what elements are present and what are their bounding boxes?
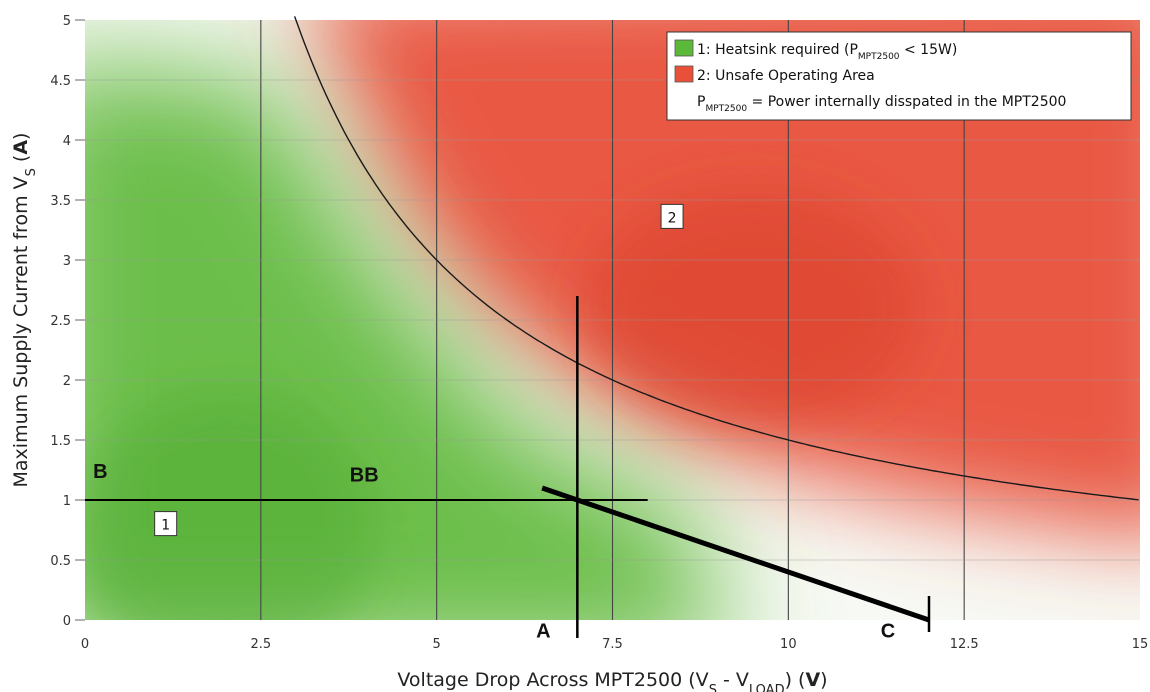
y-tick-label: 4.5 (50, 74, 71, 89)
series-layer (293, 16, 1139, 623)
y-axis-title: Maximum Supply Current from VS (A) (10, 133, 39, 488)
legend-swatch-1 (674, 39, 694, 57)
region-labels: 12 (154, 203, 684, 537)
region-2-label: 2 (668, 210, 677, 226)
y-tick-label: 3 (63, 254, 71, 269)
y-tick-label: 5 (63, 14, 71, 29)
boundary-curve (293, 16, 1139, 501)
x-axis-ticks: 0 2.5 5 7.5 10 12.5 15 (81, 637, 1148, 652)
marker-bb: BB (350, 465, 379, 487)
y-tick-label: 2 (63, 374, 71, 389)
load-line (541, 485, 930, 623)
x-tick-label: 12.5 (950, 637, 979, 652)
y-axis-ticks: 0 0.5 1 1.5 2 2.5 3 3.5 4 4.5 5 (50, 14, 85, 629)
legend-swatch-2 (674, 65, 694, 83)
x-axis-title: Voltage Drop Across MPT2500 (VS - VLOAD)… (397, 669, 827, 692)
region-1-label: 1 (161, 518, 170, 534)
annotations (85, 296, 931, 638)
markers: B BBA C (93, 461, 895, 643)
region-2-label-box (660, 203, 684, 229)
region-2-core (583, 188, 924, 428)
marker-c: C (881, 621, 895, 643)
x-tick-label: 0 (81, 637, 89, 652)
y-tick-label: 0.5 (50, 554, 71, 569)
region-1-core (85, 390, 376, 620)
x-tick-label: 15 (1132, 637, 1149, 652)
x-tick-label: 5 (433, 637, 441, 652)
y-tick-label: 1.5 (50, 434, 71, 449)
x-tick-label: 7.5 (602, 637, 623, 652)
x-tick-label: 2.5 (250, 637, 271, 652)
y-tick-label: 1 (63, 494, 71, 509)
legend: 1: Heatsink required (PMPT2500 < 15W) 2: … (666, 31, 1132, 121)
region-1-label-box (154, 511, 178, 537)
y-tick-label: 4 (63, 134, 71, 149)
marker-a: A (536, 621, 550, 643)
y-tick-label: 0 (63, 614, 71, 629)
y-tick-label: 3.5 (50, 194, 71, 209)
legend-entry-3: PMPT2500 = Power internally disspated in… (697, 94, 1066, 114)
legend-box (666, 31, 1132, 121)
x-tick-label: 10 (780, 637, 797, 652)
marker-b: B (93, 461, 107, 483)
y-tick-label: 2.5 (50, 314, 71, 329)
legend-entry-2: 2: Unsafe Operating Area (697, 68, 875, 84)
legend-entry-1: 1: Heatsink required (PMPT2500 < 15W) (697, 42, 957, 62)
